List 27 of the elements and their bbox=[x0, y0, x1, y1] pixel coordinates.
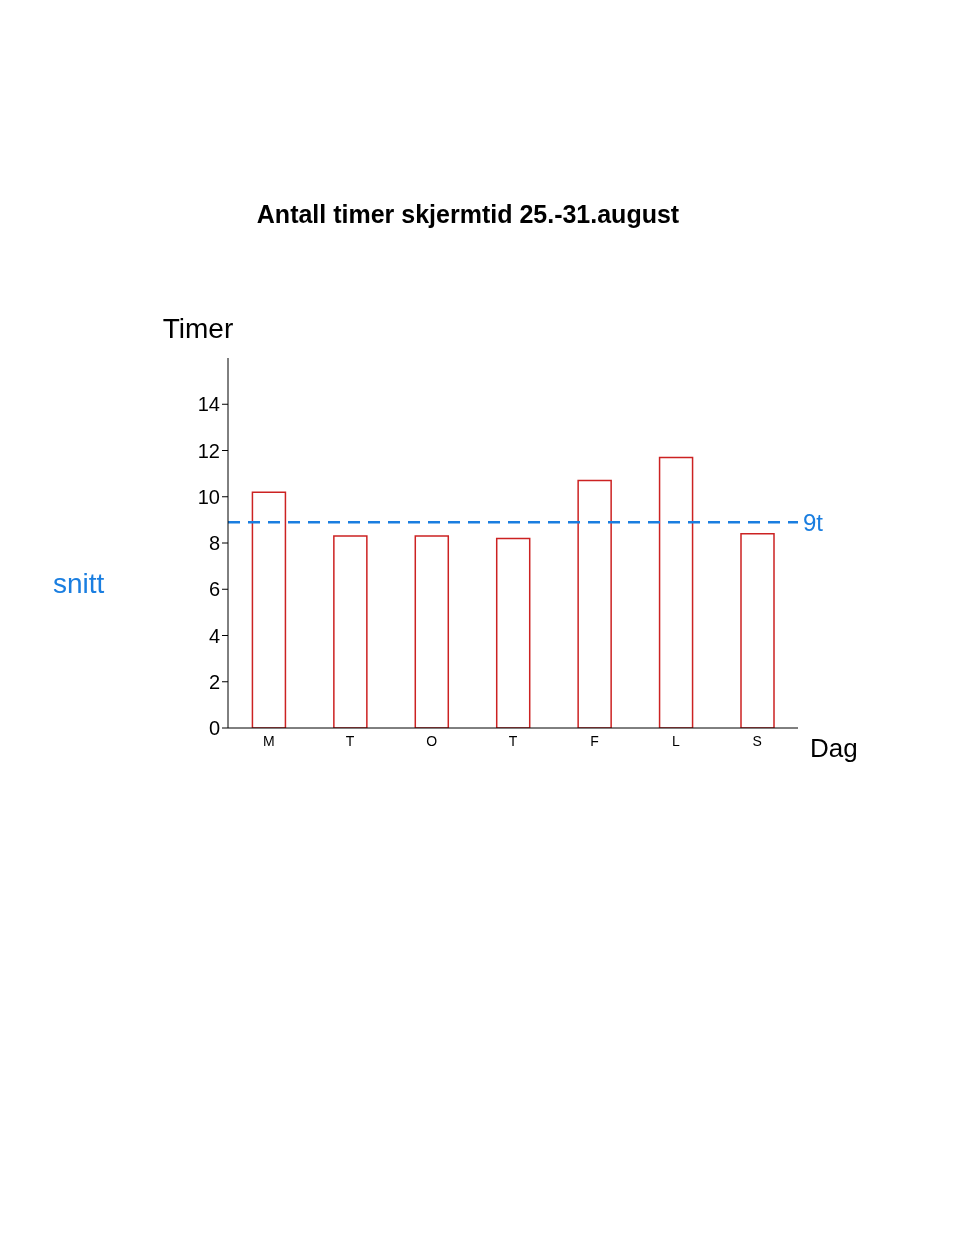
y-tick-label: 8 bbox=[208, 532, 220, 555]
bar bbox=[495, 537, 531, 728]
x-tick-label: O bbox=[426, 732, 438, 749]
x-tick-label: M bbox=[262, 732, 275, 749]
x-tick-label: S bbox=[752, 732, 762, 749]
y-tick-label: 4 bbox=[208, 624, 220, 647]
x-tick-label: F bbox=[590, 732, 599, 749]
text: snitt bbox=[53, 568, 105, 600]
x-tick-label: L bbox=[671, 732, 680, 749]
bar bbox=[577, 479, 612, 728]
y-tick-label: 0 bbox=[208, 717, 220, 740]
bar bbox=[658, 456, 694, 728]
bar bbox=[414, 535, 450, 728]
y-tick-label: 2 bbox=[208, 670, 220, 693]
bar bbox=[740, 533, 775, 728]
x-tick-label: T bbox=[345, 732, 355, 749]
x-axis-title: Dag bbox=[810, 733, 858, 764]
bar bbox=[333, 535, 368, 728]
x-tick-label: T bbox=[508, 732, 518, 749]
y-tick-label: 6 bbox=[208, 578, 220, 601]
y-axis-title: Timer bbox=[162, 313, 234, 344]
bar bbox=[251, 491, 287, 728]
y-tick-label: 12 bbox=[197, 439, 220, 462]
chart-title: Antall timer skjermtid 25.-31.august bbox=[255, 200, 681, 229]
y-tick-label: 14 bbox=[197, 393, 220, 416]
ref-line-label: 9t bbox=[803, 508, 824, 536]
y-tick-label: 10 bbox=[197, 485, 220, 508]
